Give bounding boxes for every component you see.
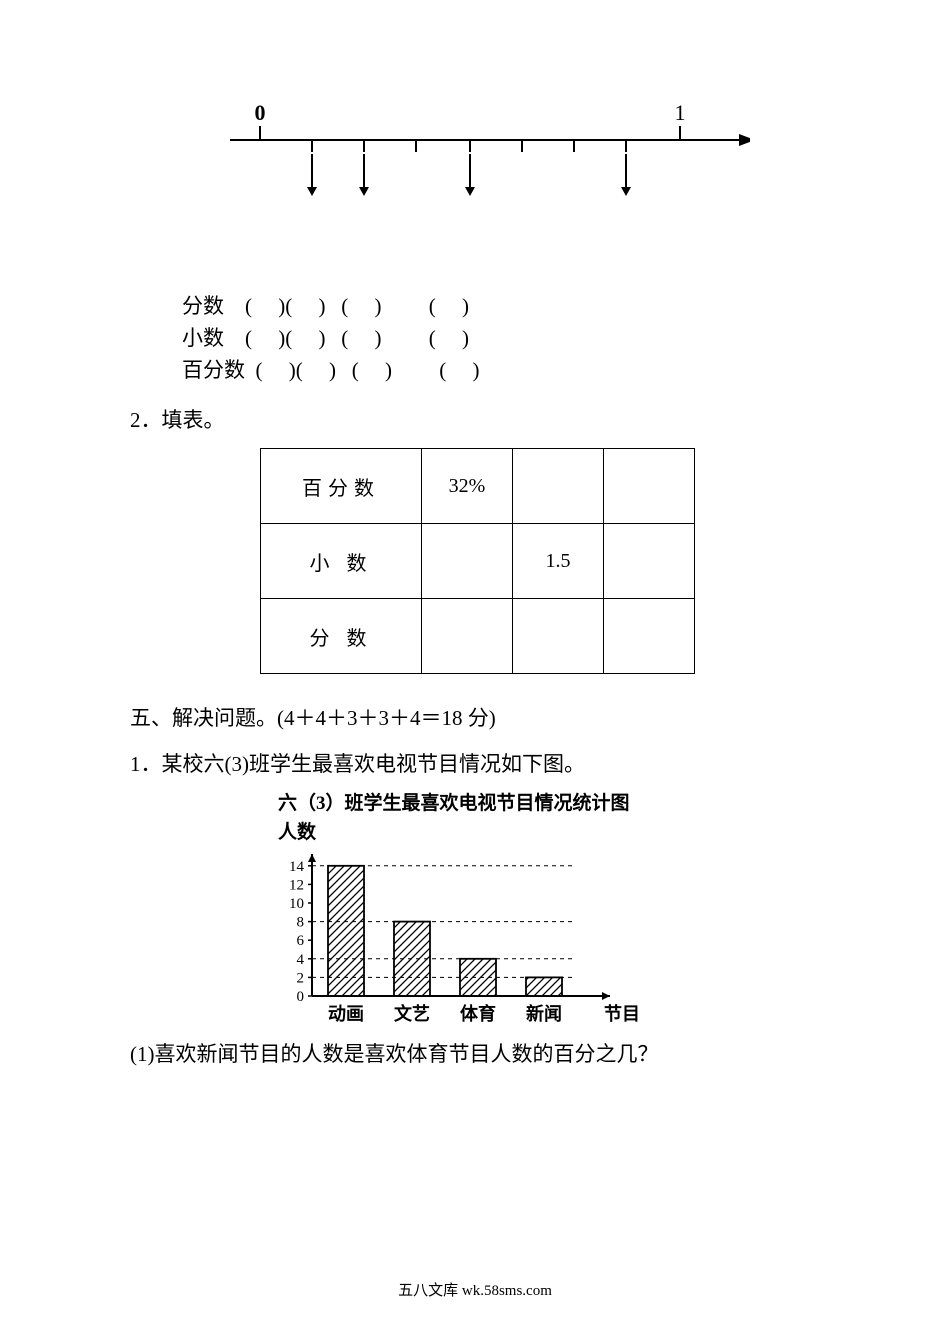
- svg-text:2: 2: [297, 970, 305, 986]
- svg-text:8: 8: [297, 915, 305, 931]
- chart-category-label: 动画: [316, 1000, 376, 1026]
- cell-fraction-a: [422, 599, 513, 674]
- fill-in-rows: 分数 ( )( ) ( ) ( ) 小数 ( )( ) ( ) ( ) 百分数 …: [182, 290, 820, 386]
- fill-row-percent: 百分数 ( )( ) ( ) ( ): [182, 354, 820, 386]
- svg-text:14: 14: [289, 859, 305, 875]
- question-5-1-1: (1)喜欢新闻节目的人数是喜欢体育节目人数的百分之几？: [130, 1038, 820, 1068]
- chart-xlabel: 节目: [592, 1000, 652, 1026]
- conversion-table: 百分数 32% 小 数 1.5 分 数: [260, 448, 695, 674]
- svg-text:6: 6: [297, 933, 305, 949]
- question-2: 2．填表。: [130, 404, 820, 434]
- bar-chart: 六（3）班学生最喜欢电视节目情况统计图 人数 02468101214 动画文艺体…: [260, 788, 700, 1016]
- svg-text:4: 4: [297, 952, 305, 968]
- cell-percent-b: [513, 449, 604, 524]
- row-label-decimal: 小 数: [261, 524, 422, 599]
- cell-decimal-c: [604, 524, 695, 599]
- fill-row-fraction: 分数 ( )( ) ( ) ( ): [182, 290, 820, 322]
- number-line-svg: 01: [190, 90, 750, 210]
- question-5-1: 1．某校六(3)班学生最喜欢电视节目情况如下图。: [130, 748, 820, 778]
- cell-fraction-c: [604, 599, 695, 674]
- chart-category-label: 文艺: [382, 1000, 442, 1026]
- page-footer: 五八文库 wk.58sms.com: [0, 1279, 950, 1300]
- chart-category-label: 体育: [448, 1000, 508, 1026]
- table-row: 百分数 32%: [261, 449, 695, 524]
- svg-text:0: 0: [297, 989, 305, 1005]
- number-line-diagram: 01: [190, 90, 750, 290]
- fill-row-decimal: 小数 ( )( ) ( ) ( ): [182, 322, 820, 354]
- svg-text:0: 0: [255, 100, 266, 125]
- svg-text:10: 10: [289, 896, 304, 912]
- cell-percent-a: 32%: [422, 449, 513, 524]
- cell-fraction-b: [513, 599, 604, 674]
- chart-title: 六（3）班学生最喜欢电视节目情况统计图: [278, 788, 700, 815]
- section-5-heading: 五、解决问题。(4＋4＋3＋3＋4＝18 分): [130, 702, 820, 732]
- svg-text:1: 1: [675, 100, 686, 125]
- svg-text:12: 12: [289, 877, 304, 893]
- cell-decimal-b: 1.5: [513, 524, 604, 599]
- row-label-percent: 百分数: [261, 449, 422, 524]
- table-row: 分 数: [261, 599, 695, 674]
- table-row: 小 数 1.5: [261, 524, 695, 599]
- chart-ylabel: 人数: [278, 817, 700, 844]
- chart-category-label: 新闻: [514, 1000, 574, 1026]
- cell-percent-c: [604, 449, 695, 524]
- cell-decimal-a: [422, 524, 513, 599]
- row-label-fraction: 分 数: [261, 599, 422, 674]
- chart-area: 02468101214 动画文艺体育新闻节目: [260, 846, 640, 1016]
- chart-svg: 0 2 4 6 8 10 12 14: [260, 846, 640, 1016]
